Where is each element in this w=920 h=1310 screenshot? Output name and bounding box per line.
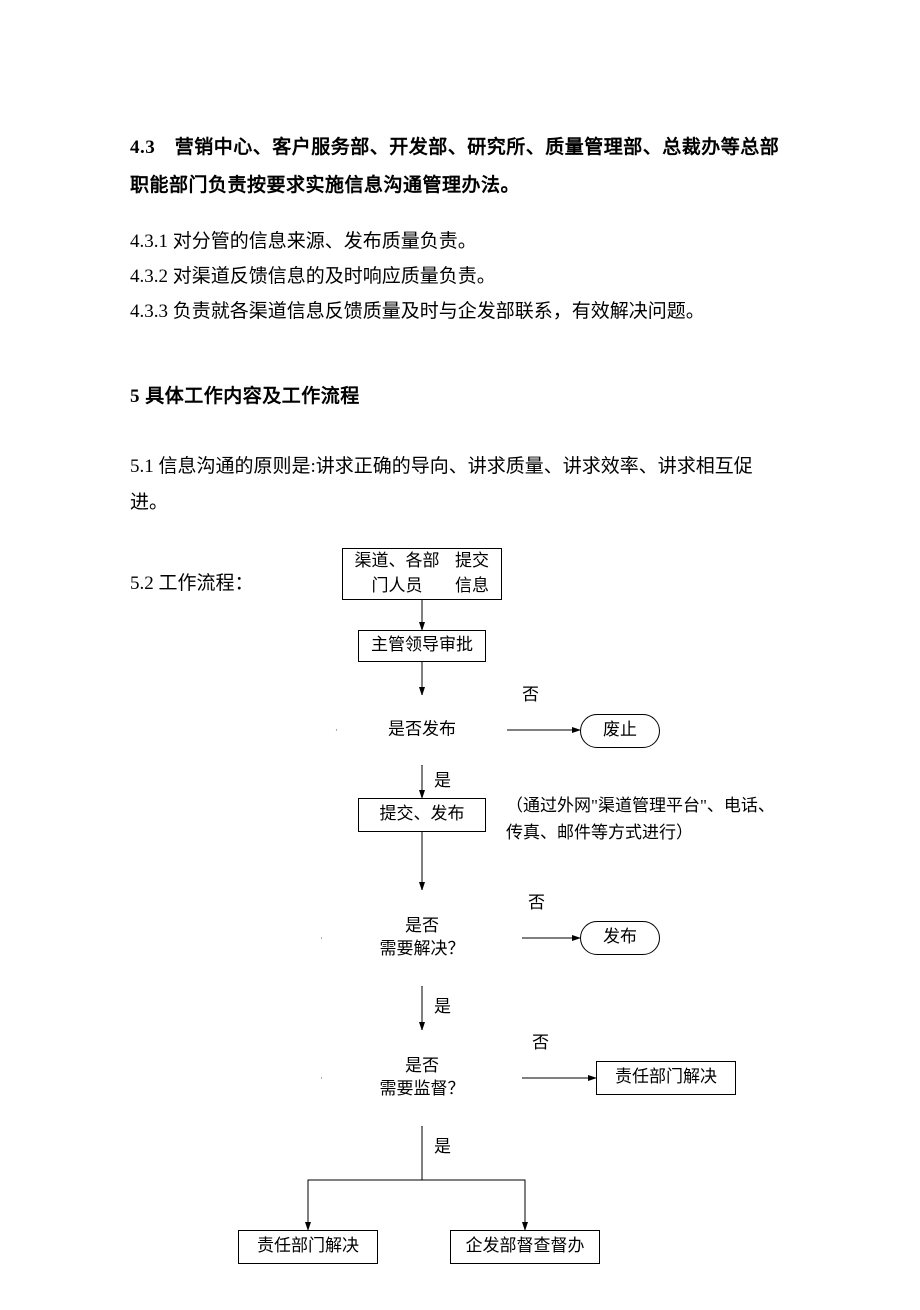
flowchart-node-n5: 责任部门解决 <box>238 1230 378 1264</box>
flowchart-node-t1: 废止 <box>580 714 660 748</box>
flowchart-node-d2: 是否需要解决？ <box>322 890 522 986</box>
flowchart-edge-label-5: 否 <box>528 888 545 913</box>
section-4-3-heading: 4.3 营销中心、客户服务部、开发部、研究所、质量管理部、总裁办等总部职能部门负… <box>130 129 790 205</box>
paragraph-5-1: 5.1 信息沟通的原则是:讲求正确的导向、讲求质量、讲求效率、讲求相互促进。 <box>130 449 790 519</box>
flowchart-node-n6: 企发部督查督办 <box>450 1230 600 1264</box>
item-4-3-2: 4.3.2 对渠道反馈信息的及时响应质量负责。 <box>130 259 790 294</box>
flowchart: 5.2 工作流程： 渠道、各部门人员提交信息主管领导审批是否发布废止提交、发布是… <box>130 530 790 1310</box>
flowchart-edge-label-7: 否 <box>532 1028 549 1053</box>
flowchart-node-t2: 发布 <box>580 921 660 955</box>
flowchart-edge-label-8: 是 <box>434 1132 451 1157</box>
flowchart-edge-label-3: 是 <box>434 766 451 791</box>
flowchart-node-n4: 责任部门解决 <box>596 1061 736 1095</box>
flowchart-node-n1: 渠道、各部门人员提交信息 <box>342 548 502 600</box>
flowchart-node-d3: 是否需要监督？ <box>322 1030 522 1126</box>
flowchart-edge-label-2: 否 <box>522 680 539 705</box>
flowchart-node-n3: 提交、发布 <box>358 798 486 832</box>
document-page: 4.3 营销中心、客户服务部、开发部、研究所、质量管理部、总裁办等总部职能部门负… <box>0 0 920 1302</box>
flowchart-node-n2: 主管领导审批 <box>358 630 486 662</box>
paragraph-5-2-label: 5.2 工作流程： <box>130 568 254 595</box>
flowchart-node-d1: 是否发布 <box>337 695 507 765</box>
section-5-heading: 5 具体工作内容及工作流程 <box>130 378 790 416</box>
flowchart-side-note: （通过外网"渠道管理平台"、电话、传真、邮件等方式进行） <box>506 792 786 846</box>
flowchart-edge-label-6: 是 <box>434 992 451 1017</box>
item-4-3-1: 4.3.1 对分管的信息来源、发布质量负责。 <box>130 224 790 259</box>
item-4-3-3: 4.3.3 负责就各渠道信息反馈质量及时与企发部联系，有效解决问题。 <box>130 294 790 329</box>
